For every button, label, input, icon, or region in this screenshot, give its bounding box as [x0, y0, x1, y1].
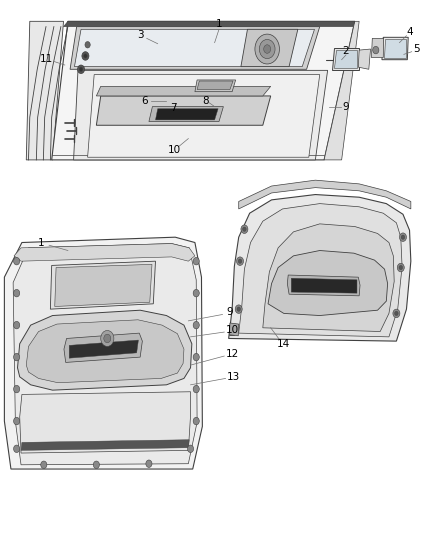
Circle shape: [193, 385, 199, 393]
Circle shape: [146, 460, 152, 467]
Circle shape: [237, 307, 240, 311]
Polygon shape: [88, 75, 320, 157]
Polygon shape: [96, 86, 271, 96]
Polygon shape: [324, 21, 359, 160]
Circle shape: [193, 417, 199, 425]
Circle shape: [255, 34, 279, 64]
Circle shape: [373, 46, 379, 54]
Text: 12: 12: [226, 350, 239, 359]
Polygon shape: [263, 224, 394, 332]
Polygon shape: [334, 50, 357, 68]
Polygon shape: [69, 340, 138, 358]
Polygon shape: [358, 49, 371, 69]
Polygon shape: [14, 244, 195, 261]
Circle shape: [84, 54, 87, 58]
Polygon shape: [241, 29, 298, 67]
Circle shape: [393, 309, 400, 318]
Polygon shape: [96, 96, 271, 125]
Text: 1: 1: [215, 19, 223, 29]
Polygon shape: [382, 37, 408, 60]
Polygon shape: [70, 27, 320, 69]
Text: 3: 3: [137, 30, 144, 39]
Polygon shape: [155, 109, 218, 120]
Text: 14: 14: [277, 339, 290, 349]
Circle shape: [41, 461, 47, 469]
Text: 11: 11: [39, 54, 53, 63]
Circle shape: [104, 334, 111, 343]
Text: 1: 1: [38, 238, 45, 247]
Polygon shape: [21, 440, 189, 450]
Polygon shape: [18, 310, 192, 390]
Circle shape: [395, 311, 398, 316]
Polygon shape: [74, 70, 328, 160]
Circle shape: [399, 233, 406, 241]
Polygon shape: [239, 204, 402, 337]
Polygon shape: [384, 39, 406, 58]
Polygon shape: [371, 38, 384, 58]
Polygon shape: [20, 392, 191, 453]
Circle shape: [93, 461, 99, 469]
Circle shape: [193, 257, 199, 265]
Polygon shape: [64, 21, 355, 27]
Polygon shape: [239, 180, 411, 209]
Circle shape: [14, 417, 20, 425]
Text: 4: 4: [406, 27, 413, 37]
Text: 2: 2: [343, 46, 350, 55]
Polygon shape: [50, 261, 155, 309]
Polygon shape: [149, 107, 223, 122]
Text: 9: 9: [343, 102, 350, 111]
Text: 5: 5: [413, 44, 420, 54]
Polygon shape: [64, 333, 142, 362]
Polygon shape: [291, 278, 357, 293]
Polygon shape: [4, 237, 202, 469]
Circle shape: [14, 321, 20, 329]
Polygon shape: [74, 29, 314, 67]
Circle shape: [101, 330, 114, 346]
Polygon shape: [268, 251, 388, 316]
Polygon shape: [287, 275, 360, 296]
Circle shape: [187, 445, 194, 453]
Circle shape: [193, 321, 199, 329]
Polygon shape: [195, 80, 236, 92]
Circle shape: [82, 52, 89, 60]
Circle shape: [243, 227, 246, 231]
Circle shape: [238, 259, 242, 263]
Circle shape: [85, 42, 90, 48]
Text: 13: 13: [227, 372, 240, 382]
Text: 8: 8: [202, 96, 209, 106]
Text: 10: 10: [226, 326, 239, 335]
Polygon shape: [26, 21, 64, 160]
Text: 10: 10: [168, 146, 181, 155]
Circle shape: [78, 65, 85, 74]
Circle shape: [14, 353, 20, 361]
Polygon shape: [55, 264, 152, 306]
Circle shape: [401, 235, 405, 239]
Polygon shape: [332, 48, 359, 70]
Polygon shape: [13, 244, 197, 465]
Polygon shape: [230, 323, 239, 336]
Circle shape: [14, 257, 20, 265]
Circle shape: [237, 257, 244, 265]
Polygon shape: [26, 320, 184, 383]
Polygon shape: [229, 195, 411, 341]
Circle shape: [14, 445, 20, 453]
Text: 7: 7: [170, 103, 177, 112]
Circle shape: [193, 289, 199, 297]
Polygon shape: [52, 21, 355, 160]
Circle shape: [14, 289, 20, 297]
Circle shape: [79, 67, 83, 71]
Polygon shape: [197, 81, 233, 90]
Circle shape: [14, 385, 20, 393]
Text: 6: 6: [141, 96, 148, 106]
Text: 9: 9: [226, 307, 233, 317]
Circle shape: [259, 39, 275, 59]
Circle shape: [399, 265, 403, 270]
Circle shape: [241, 225, 248, 233]
Circle shape: [235, 305, 242, 313]
Circle shape: [264, 45, 271, 53]
Circle shape: [397, 263, 404, 272]
Circle shape: [193, 353, 199, 361]
